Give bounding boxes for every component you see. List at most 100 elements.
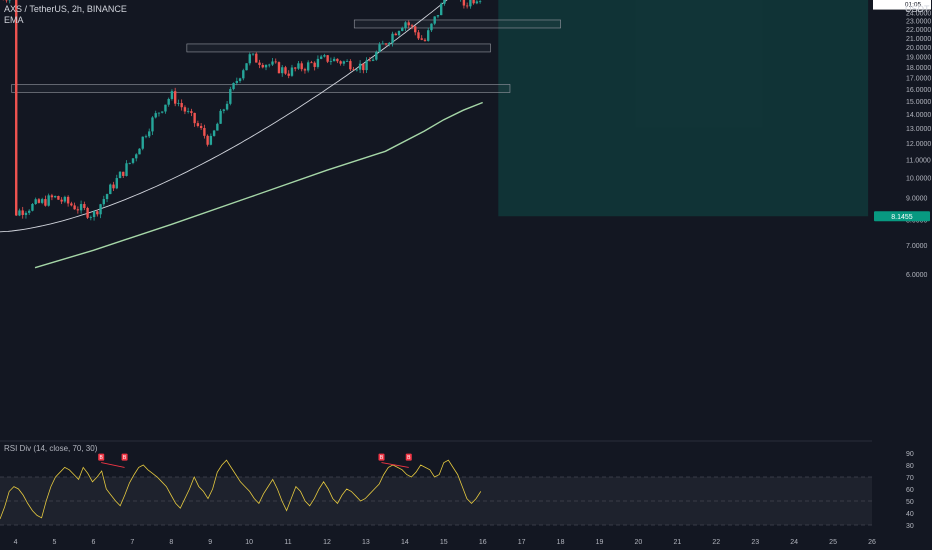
divergence-marker: B	[407, 455, 411, 461]
candle-body	[261, 64, 264, 68]
candle-body	[199, 125, 203, 129]
candle-body	[281, 67, 284, 74]
candle-body	[161, 111, 164, 113]
candle-body	[478, 1, 482, 3]
candle-body	[391, 33, 394, 43]
candle-body	[102, 199, 106, 205]
time-tick-label: 4	[14, 539, 18, 546]
candle-body	[397, 30, 401, 36]
time-tick-label: 6	[91, 539, 95, 546]
candle-body	[138, 148, 141, 155]
price-tick-label: 21.0000	[906, 36, 931, 43]
candle-body	[323, 55, 326, 57]
candle-body	[290, 67, 294, 76]
time-tick-label: 17	[518, 539, 526, 546]
candle-body	[362, 63, 365, 71]
time-axis[interactable]: 4 5 6 7 8 9 10 11 12 13 14 15 16 17 18 19 20 21 22 23 24 25 26	[14, 539, 876, 546]
rsi-title: RSI Div (14, close, 70, 30)	[4, 444, 98, 453]
price-tick-label: 23.0000	[906, 19, 931, 26]
price-tick-label: 16.0000	[906, 87, 931, 94]
price-tick-label: 18.0000	[906, 65, 931, 72]
candle-body	[229, 89, 232, 104]
time-tick-label: 18	[557, 539, 565, 546]
candle-body	[151, 117, 154, 132]
candle-body	[349, 61, 352, 70]
candle-body	[144, 136, 148, 138]
support-zones[interactable]	[11, 0, 561, 93]
candle-body	[294, 67, 297, 69]
candle-body	[37, 199, 41, 203]
candle-body	[410, 25, 414, 27]
candle-body	[131, 158, 135, 163]
candle-body	[27, 210, 31, 213]
candle-body	[173, 91, 177, 104]
candle-body	[232, 83, 235, 90]
candle-body	[190, 111, 193, 113]
candle-body	[255, 53, 258, 63]
candle-body	[297, 63, 300, 69]
target-price-label: 8.1455	[891, 214, 913, 221]
candle-body	[368, 60, 372, 62]
price-axis[interactable]: 6.00007.00008.00009.000010.000011.000012…	[906, 0, 931, 279]
time-tick-label: 15	[440, 539, 448, 546]
time-tick-label: 19	[596, 539, 604, 546]
candle-body	[404, 22, 407, 28]
candle-body	[300, 63, 303, 70]
candle-body	[417, 32, 420, 39]
candle-body	[196, 123, 200, 126]
time-tick-label: 20	[635, 539, 643, 546]
candle-body	[118, 171, 122, 179]
candle-body	[44, 199, 47, 206]
candle-body	[472, 0, 475, 4]
time-tick-label: 13	[362, 539, 370, 546]
candle-body	[264, 64, 268, 68]
rsi-tick-label: 40	[906, 511, 914, 518]
candle-body	[148, 131, 151, 137]
candle-body	[225, 103, 229, 110]
time-tick-label: 25	[829, 539, 837, 546]
candle-body	[115, 178, 118, 189]
candle-body	[96, 211, 99, 215]
divergence-marker: B	[380, 455, 384, 461]
rsi-tick-label: 80	[906, 463, 914, 470]
candle-body	[34, 199, 37, 205]
candle-body	[183, 107, 187, 112]
candle-body	[439, 3, 443, 16]
zone-box	[186, 43, 491, 53]
rsi-tick-label: 50	[906, 499, 914, 506]
candle-body	[89, 217, 93, 218]
candle-body	[212, 130, 216, 136]
long-position-tool[interactable]	[498, 0, 869, 217]
candle-body	[329, 61, 333, 63]
zone-box	[353, 19, 561, 29]
candle-body	[83, 204, 86, 208]
candle-body	[371, 59, 375, 61]
time-tick-label: 5	[53, 539, 57, 546]
time-tick-label: 7	[130, 539, 134, 546]
candle-body	[242, 70, 245, 79]
ema-line	[34, 101, 483, 269]
candle-body	[375, 51, 378, 60]
price-tick-label: 12.0000	[906, 141, 931, 148]
candle-body	[15, 0, 18, 216]
candle-body	[164, 104, 167, 112]
candle-body	[345, 61, 349, 62]
price-tick-label: 22.0000	[906, 27, 931, 34]
rsi-tick-label: 30	[906, 523, 914, 530]
rsi-tick-label: 90	[906, 451, 914, 458]
candle-body	[316, 58, 320, 67]
candle-body	[122, 171, 125, 176]
price-tick-label: 6.0000	[906, 272, 928, 279]
price-tick-label: 7.0000	[906, 243, 928, 250]
candle-body	[245, 63, 248, 71]
candle-body	[462, 0, 466, 6]
candle-body	[430, 23, 433, 31]
candle-body	[381, 43, 384, 45]
rsi-tick-label: 70	[906, 475, 914, 482]
time-tick-label: 16	[479, 539, 487, 546]
candle-body	[112, 184, 115, 189]
candle-body	[319, 56, 323, 59]
